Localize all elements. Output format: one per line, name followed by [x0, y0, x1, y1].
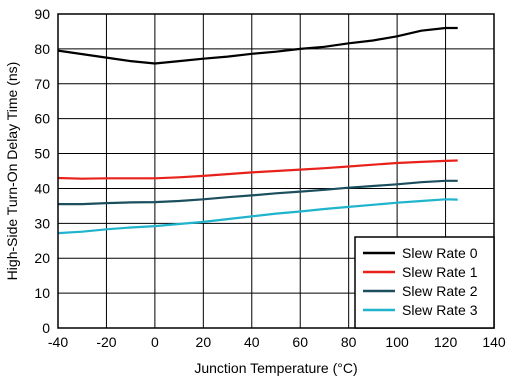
y-tick-label: 10 [34, 285, 50, 301]
y-axis-label: High-Side Turn-On Delay Time (ns) [4, 62, 20, 281]
y-axis-tick-labels: 0 10 20 30 40 50 60 70 80 90 [34, 6, 50, 336]
legend-entry-label: Slew Rate 2 [402, 283, 478, 299]
x-tick-label: 0 [151, 334, 159, 350]
x-tick-label: 60 [292, 334, 308, 350]
series-line-slew-rate-1 [57, 159, 458, 180]
y-tick-label: 60 [34, 111, 50, 127]
x-tick-label: -40 [48, 334, 68, 350]
x-tick-label: 120 [434, 334, 458, 350]
plot-area-frame [57, 13, 495, 329]
y-tick-label: 20 [34, 250, 50, 266]
y-tick-label: 40 [34, 180, 50, 196]
series-lines [57, 26, 458, 235]
y-tick-label: 70 [34, 76, 50, 92]
y-tick-label: 30 [34, 215, 50, 231]
series-line-slew-rate-3 [57, 198, 458, 235]
y-tick-label: 80 [34, 41, 50, 57]
series-line-slew-rate-2 [58, 179, 458, 206]
legend-entry-label: Slew Rate 3 [402, 302, 478, 318]
series-line-slew-rate-0 [57, 26, 458, 65]
legend-entry-label: Slew Rate 1 [402, 264, 478, 280]
x-axis-label: Junction Temperature (°C) [194, 360, 357, 376]
x-tick-label: 40 [244, 334, 260, 350]
x-tick-label: 140 [482, 334, 506, 350]
x-axis-tick-labels: -40 -20 0 20 40 60 80 100 120 140 [48, 334, 506, 350]
x-tick-label: 20 [196, 334, 212, 350]
x-tick-label: 80 [341, 334, 357, 350]
x-tick-label: 100 [385, 334, 409, 350]
y-tick-label: 90 [34, 6, 50, 22]
legend: Slew Rate 0 Slew Rate 1 Slew Rate 2 Slew Ra… [354, 236, 495, 329]
y-tick-label: 0 [42, 320, 50, 336]
legend-entry-label: Slew Rate 0 [402, 245, 478, 261]
x-tick-label: -20 [96, 334, 116, 350]
y-tick-label: 50 [34, 146, 50, 162]
